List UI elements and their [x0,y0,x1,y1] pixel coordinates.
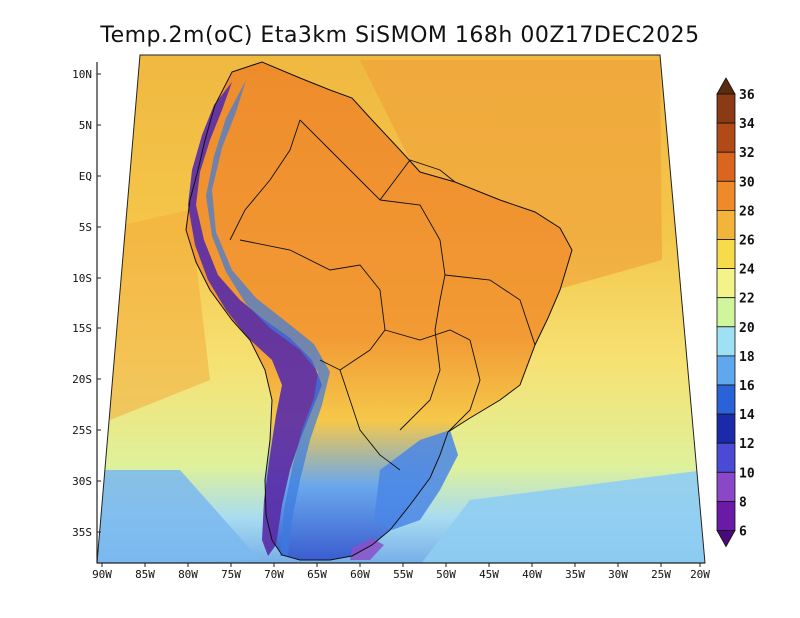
colorbar-swatch [716,384,736,415]
cool-south-pacific [97,470,260,563]
longitude-ticks: 90W 85W 80W 75W 70W 65W 60W 55W 50W 45W … [92,563,710,581]
colorbar-label: 34 [739,117,755,132]
uruguay-cool [350,538,384,560]
lon-tick-label: 20W [690,568,710,581]
colorbar-swatch [716,413,736,444]
lon-tick-label: 75W [221,568,241,581]
colorbar-swatch [716,326,736,357]
lat-tick-label: 5N [79,119,92,132]
warm-pacific-region [100,210,210,420]
colorbar-swatch [716,442,736,473]
lon-tick-label: 55W [393,568,413,581]
colorbar-swatch [716,122,736,153]
colorbar-swatch [716,268,736,299]
lat-tick-label: 35S [72,526,92,539]
lon-tick-label: 60W [350,568,370,581]
colorbar-top-arrow [716,77,736,95]
warm-atlantic-region [360,60,662,300]
colorbar-label: 22 [739,292,755,307]
andes-cold-ribbon [188,82,322,556]
lon-tick-label: 35W [565,568,585,581]
lat-tick-label: 20S [72,373,92,386]
lat-tick-label: 10N [72,68,92,81]
lon-tick-label: 85W [135,568,155,581]
lon-tick-label: 50W [436,568,456,581]
andes-cool-flank [206,80,330,556]
colorbar-label: 14 [739,408,755,423]
country-borders [229,119,536,471]
colorbar-swatch [716,500,736,531]
lon-tick-label: 90W [92,568,112,581]
colorbar-swatch [716,239,736,270]
colorbar-swatch [716,355,736,386]
colorbar-label: 8 [739,495,747,510]
colorbar-swatch [716,471,736,502]
lat-tick-label: 30S [72,475,92,488]
colorbar-label: 12 [739,437,755,452]
colorbar-label: 30 [739,175,755,190]
lon-tick-label: 30W [608,568,628,581]
lon-tick-label: 40W [522,568,542,581]
lat-tick-label: 10S [72,272,92,285]
colorbar-swatch [716,180,736,211]
lon-tick-label: 70W [264,568,284,581]
colorbar-label: 36 [739,88,755,103]
lon-tick-label: 80W [178,568,198,581]
colorbar-label: 16 [739,379,755,394]
colorbar-swatch [716,93,736,124]
lat-tick-label: EQ [79,170,92,183]
southern-brazil-cool [374,430,458,530]
lat-tick-label: 25S [72,424,92,437]
temperature-field [97,55,705,563]
colorbar-swatch [716,209,736,240]
colorbar: 36 34 32 30 28 26 24 22 20 18 16 14 12 10 8 6 [716,77,755,548]
colorbar-swatch [716,151,736,182]
colorbar-label: 18 [739,350,755,365]
latitude-ticks: 10N 5N EQ 5S 10S 15S 20S 25S 30S 35S [72,68,101,539]
lon-tick-label: 25W [651,568,671,581]
colorbar-label: 24 [739,263,755,278]
lon-tick-label: 65W [307,568,327,581]
map-title: Temp.2m(oC) Eta3km SiSMOM 168h 00Z17DEC2… [99,23,699,48]
lon-tick-label: 45W [479,568,499,581]
colorbar-label: 28 [739,204,755,219]
colorbar-label: 6 [739,525,747,540]
lat-tick-label: 5S [79,221,92,234]
cool-south-atlantic [420,470,705,563]
lat-tick-label: 15S [72,322,92,335]
colorbar-bottom-arrow [716,530,736,548]
colorbar-label: 26 [739,234,755,249]
coastline [185,61,573,561]
colorbar-label: 20 [739,321,755,336]
colorbar-swatch [716,297,736,328]
colorbar-label: 10 [739,466,755,481]
colorbar-label: 32 [739,146,755,161]
